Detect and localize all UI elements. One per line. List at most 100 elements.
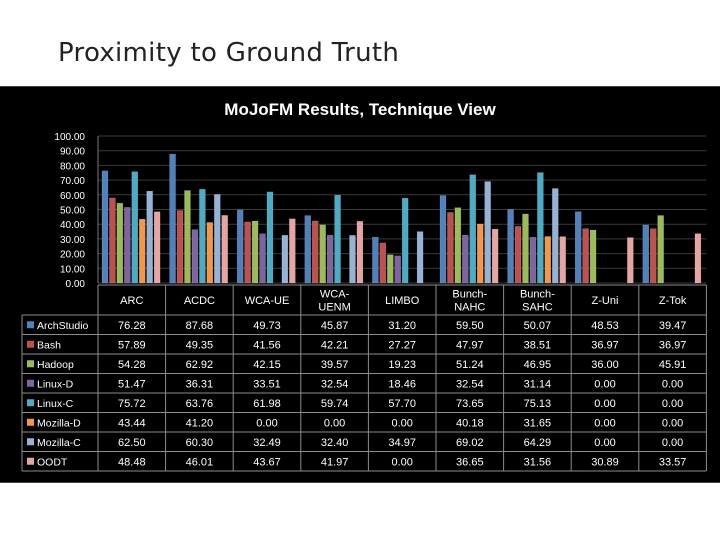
data-cell: 32.54 <box>456 378 484 390</box>
data-cell: 41.20 <box>186 417 214 429</box>
data-cell: 51.47 <box>118 378 146 390</box>
bar <box>544 236 552 284</box>
data-cell: 41.56 <box>253 339 281 351</box>
data-cell: 45.87 <box>321 320 349 332</box>
y-tick-label: 90.00 <box>60 147 85 158</box>
category-label: ARC <box>120 295 143 307</box>
category-label: Bunch- <box>452 289 487 301</box>
bar <box>529 236 537 284</box>
category-label: Z-Tok <box>659 295 687 307</box>
legend-label: Linux-C <box>37 398 74 410</box>
bar <box>101 170 109 284</box>
bar <box>176 210 184 284</box>
data-cell: 39.47 <box>659 320 687 332</box>
legend-label: Mozilla-C <box>37 437 81 449</box>
y-tick-label: 30.00 <box>60 235 85 246</box>
data-cell: 31.14 <box>524 378 552 390</box>
bar <box>139 218 146 284</box>
data-cell: 57.70 <box>388 398 416 410</box>
data-cell: 34.97 <box>388 437 416 449</box>
legend-label: Mozilla-D <box>37 417 81 429</box>
bar <box>642 224 649 284</box>
bar <box>522 213 529 284</box>
legend-swatch <box>27 379 34 387</box>
bar <box>326 234 334 284</box>
data-cell: 36.00 <box>591 359 619 371</box>
slide-title: Proximity to Ground Truth <box>58 38 400 68</box>
bar <box>416 231 424 284</box>
data-cell: 54.28 <box>118 359 146 371</box>
data-cell: 32.49 <box>253 437 281 449</box>
data-cell: 42.15 <box>253 359 281 371</box>
data-cell: 41.97 <box>321 456 349 468</box>
data-cell: 31.20 <box>388 320 416 332</box>
data-cell: 43.44 <box>118 417 146 429</box>
bar <box>131 171 139 284</box>
legend-swatch <box>27 321 34 329</box>
bar <box>109 197 116 284</box>
legend-label: Linux-D <box>37 378 74 390</box>
data-cell: 57.89 <box>118 339 146 351</box>
category-label: NAHC <box>454 302 485 314</box>
data-cell: 43.67 <box>253 456 281 468</box>
bar <box>236 209 244 284</box>
data-cell: 31.65 <box>524 417 552 429</box>
bar <box>206 222 214 284</box>
bar <box>514 226 522 284</box>
bar <box>372 236 379 284</box>
y-tick-label: 100.00 <box>54 132 85 143</box>
data-cell: 30.89 <box>591 456 619 468</box>
legend-swatch <box>27 399 34 407</box>
bar <box>169 153 176 284</box>
data-cell: 48.53 <box>591 320 619 332</box>
data-cell: 75.72 <box>118 398 146 410</box>
bar <box>627 237 634 284</box>
bar <box>454 207 462 284</box>
bar <box>379 242 387 284</box>
bar <box>394 255 401 284</box>
y-tick-label: 20.00 <box>60 250 85 261</box>
data-cell: 27.27 <box>388 339 416 351</box>
bar <box>312 220 319 284</box>
bar <box>469 174 476 284</box>
data-cell: 49.35 <box>186 339 214 351</box>
legend-label: ArchStudio <box>37 320 89 332</box>
legend-swatch <box>27 418 34 426</box>
y-tick-label: 60.00 <box>60 191 85 202</box>
category-label: WCA- <box>320 289 350 301</box>
category-label: SAHC <box>522 302 553 314</box>
data-cell: 36.65 <box>456 456 484 468</box>
y-tick-label: 80.00 <box>60 161 85 172</box>
category-label: Z-Uni <box>592 295 619 307</box>
bar <box>694 233 702 284</box>
bar <box>124 207 131 284</box>
data-cell: 63.76 <box>186 398 214 410</box>
data-cell: 0.00 <box>662 398 683 410</box>
bar <box>304 215 311 284</box>
bar <box>146 190 153 284</box>
bar <box>537 172 544 284</box>
bar <box>214 194 221 284</box>
data-cell: 59.50 <box>456 320 484 332</box>
data-cell: 0.00 <box>594 398 615 410</box>
data-cell: 38.51 <box>524 339 552 351</box>
data-cell: 39.57 <box>321 359 349 371</box>
category-label: LIMBO <box>385 295 420 307</box>
data-cell: 0.00 <box>391 417 412 429</box>
data-cell: 45.91 <box>659 359 687 371</box>
bar <box>574 211 582 284</box>
bar <box>387 254 394 284</box>
bar <box>491 228 499 284</box>
legend-swatch <box>27 438 34 446</box>
data-cell: 46.01 <box>186 456 214 468</box>
bar <box>356 221 364 284</box>
data-table: ARC ACDC WCA-UEWCA-UENMLIMBOBunch-NAHCBunc… <box>21 284 707 472</box>
bar <box>589 229 597 284</box>
legend-swatch <box>27 360 34 368</box>
bar <box>221 215 228 284</box>
data-cell: 50.07 <box>524 320 552 332</box>
bar <box>401 197 409 284</box>
bar <box>184 190 191 284</box>
data-cell: 0.00 <box>324 417 345 429</box>
y-tick-label: 0.00 <box>66 279 86 290</box>
